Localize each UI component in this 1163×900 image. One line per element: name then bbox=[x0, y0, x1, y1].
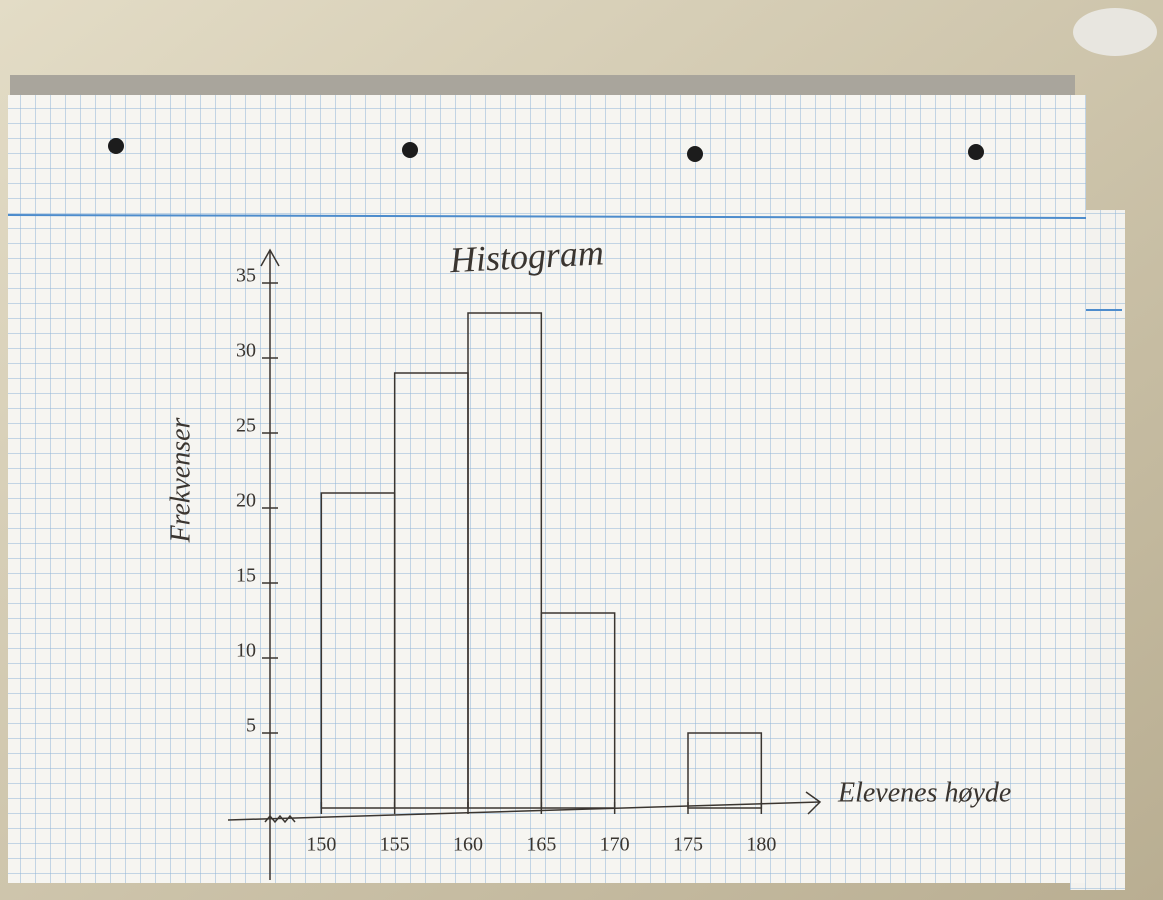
y-tick-label: 5 bbox=[246, 715, 256, 737]
margin-line bbox=[7, 214, 1087, 219]
eraser bbox=[1073, 8, 1157, 56]
axis-break bbox=[264, 814, 296, 824]
punch-hole bbox=[687, 146, 703, 162]
y-axis-label: Frekvenser bbox=[165, 417, 196, 543]
x-tick-label: 160 bbox=[453, 834, 483, 856]
x-tick-label: 180 bbox=[746, 834, 776, 856]
x-tick-label: 155 bbox=[380, 834, 410, 856]
x-tick-label: 165 bbox=[526, 834, 556, 856]
y-tick-label: 30 bbox=[236, 340, 256, 362]
y-tick-label: 10 bbox=[236, 640, 256, 662]
punch-hole bbox=[108, 138, 124, 154]
x-tick-label: 175 bbox=[673, 834, 703, 856]
y-axis-arrow bbox=[260, 248, 280, 267]
x-tick-label: 150 bbox=[306, 834, 336, 856]
punch-hole bbox=[968, 144, 984, 160]
x-tick-label: 170 bbox=[600, 834, 630, 856]
punch-hole bbox=[402, 142, 418, 158]
paper-grid bbox=[8, 95, 1086, 883]
x-axis bbox=[227, 801, 821, 821]
bar bbox=[467, 312, 543, 809]
y-tick-label: 35 bbox=[236, 265, 256, 287]
y-tick-label: 25 bbox=[236, 415, 256, 437]
chart-title: Histogram bbox=[448, 232, 605, 280]
x-axis-arrow bbox=[805, 791, 822, 815]
y-tick-label: 15 bbox=[236, 565, 256, 587]
bar bbox=[540, 612, 616, 809]
bar bbox=[687, 732, 763, 809]
y-tick-label: 20 bbox=[236, 490, 256, 512]
x-axis-label: Elevenes høyde bbox=[837, 777, 1011, 808]
